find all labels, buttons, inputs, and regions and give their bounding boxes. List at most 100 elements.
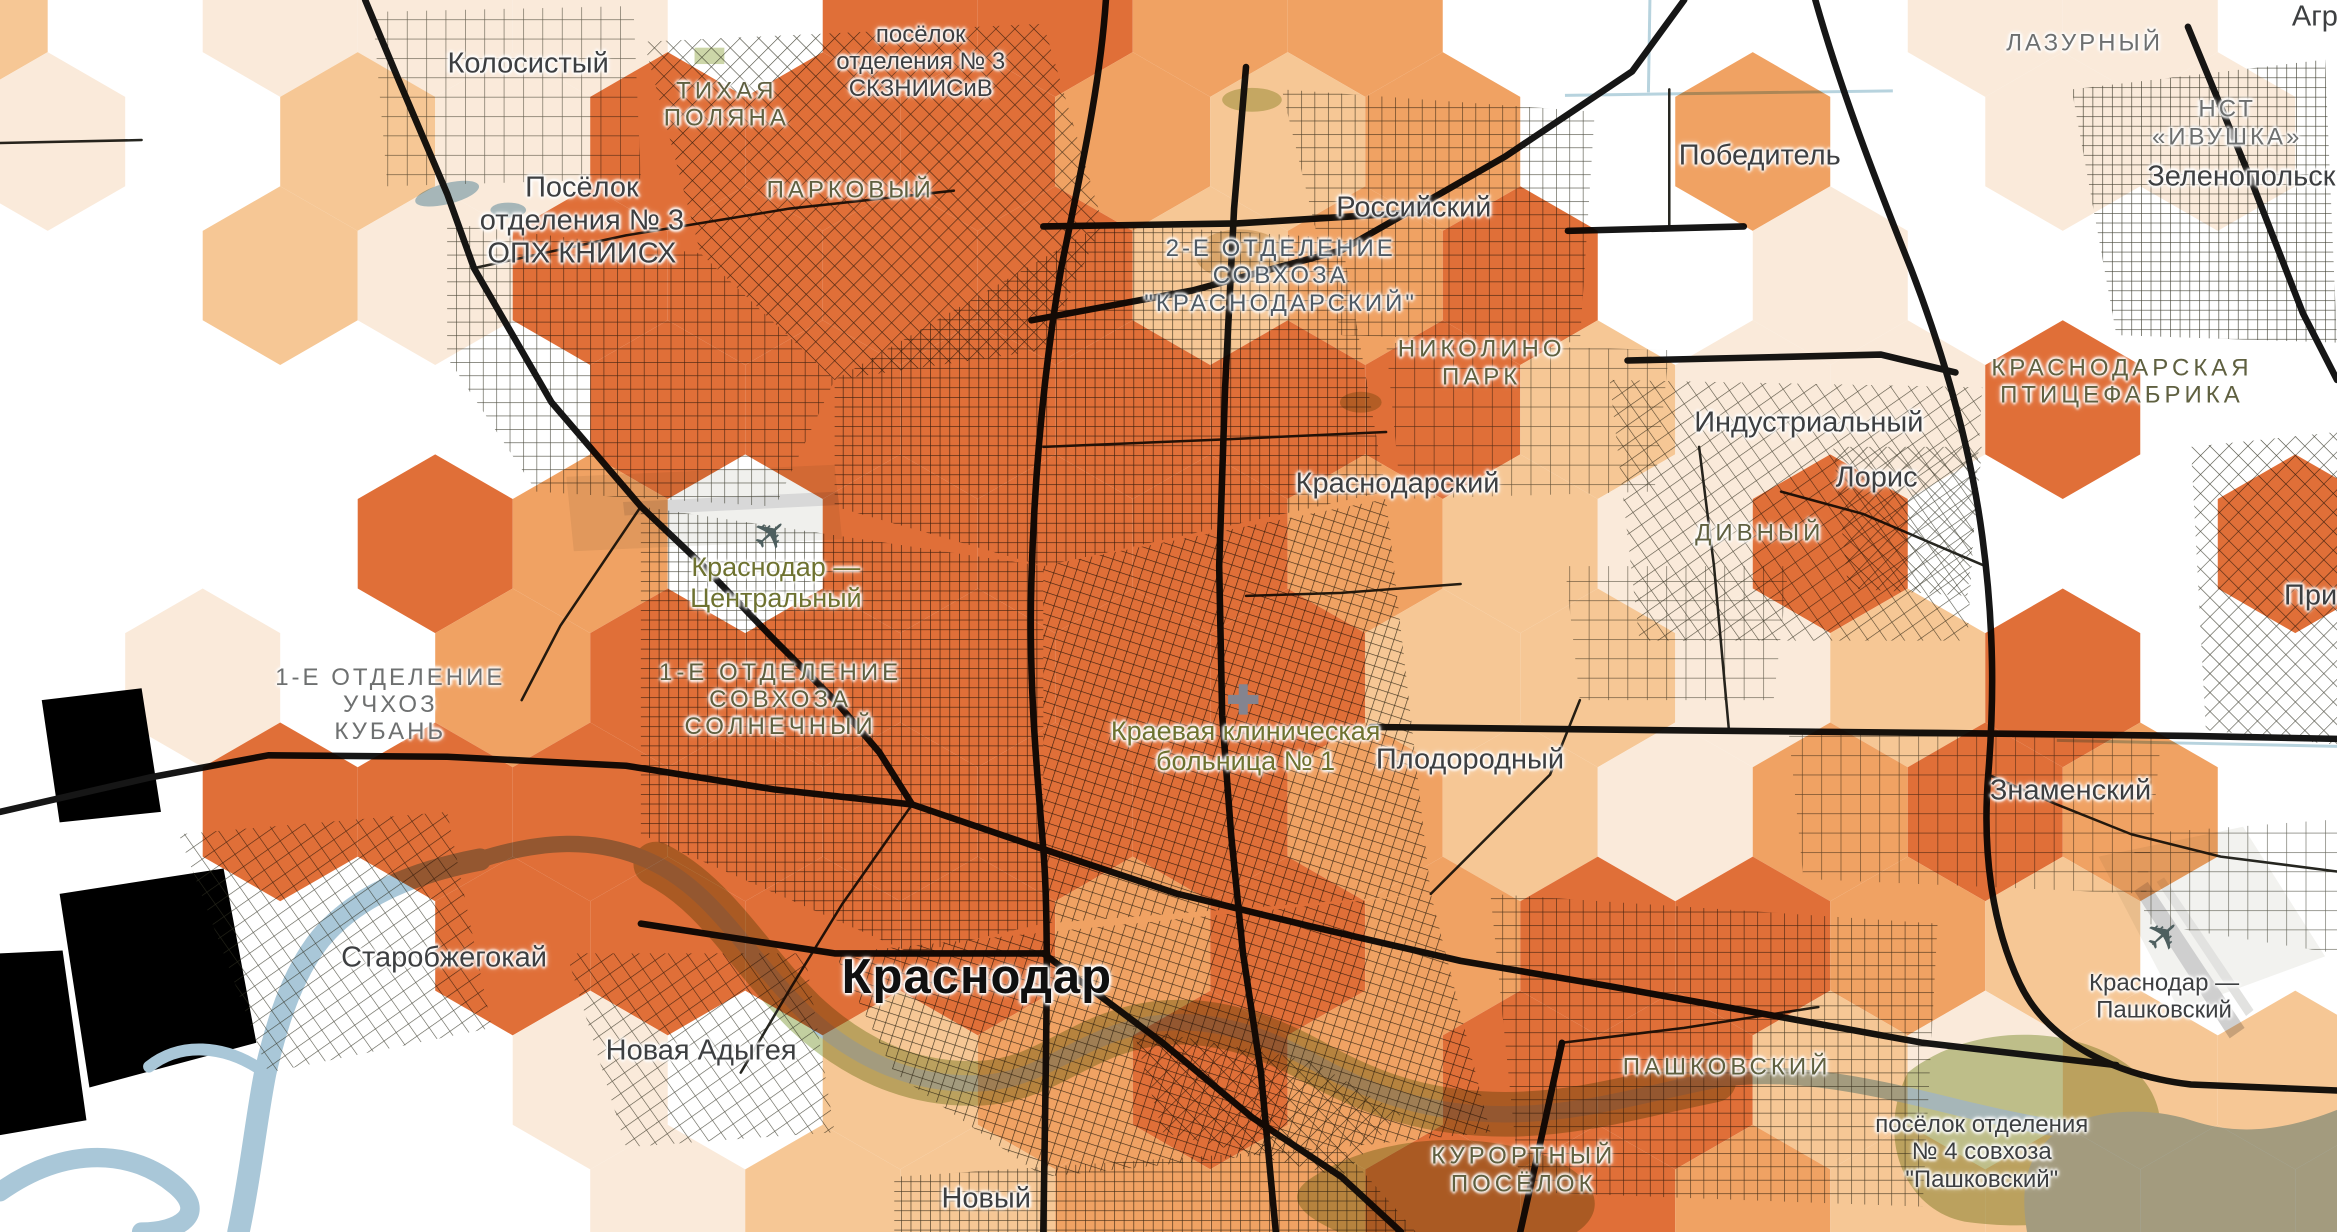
hex-cell: [667, 722, 823, 902]
hex-cell: [590, 856, 746, 1036]
hex-cell: [1287, 454, 1443, 634]
map-label: посёлок отделения № 3 СКЗНИИСиВ: [836, 20, 1006, 103]
hex-cell: [1210, 52, 1366, 231]
hex-cell: [1907, 0, 2063, 97]
map-label: НСТ «ИВУШКА»: [2151, 95, 2303, 151]
hex-cell: [1675, 320, 1831, 500]
map-label: ЛАЗУРНЫЙ: [2006, 29, 2163, 57]
hex-cell: [745, 320, 901, 500]
map-label: ПАШКОВСКИЙ: [1622, 1053, 1832, 1081]
hex-cell: [900, 320, 1056, 500]
hex-cell: [590, 52, 746, 231]
hex-cell: [1520, 1124, 1676, 1232]
hex-cell: [822, 454, 978, 634]
map-label: КРАСНОДАРСКАЯ ПТИЦЕФАБРИКА: [1991, 354, 2253, 409]
hex-cell: [1055, 588, 1211, 768]
hex-cell: [1287, 722, 1443, 902]
map-label: Старобжегокай: [341, 941, 547, 974]
hex-cell: [1442, 454, 1598, 634]
hex-cell: [1365, 320, 1521, 500]
map-label: Краевая клиническая больница № 1: [1110, 715, 1381, 777]
hex-cell: [280, 52, 436, 231]
hex-cell: [977, 0, 1133, 97]
hex-cell: [1287, 186, 1443, 365]
hex-cell: [1520, 588, 1676, 768]
hex-cell: [1365, 856, 1521, 1036]
hex-cell: [1132, 186, 1288, 365]
hex-cell: [1985, 1124, 2141, 1232]
hex-cell: [977, 990, 1133, 1170]
hex-cell: [1365, 588, 1521, 768]
map-label: Новая Адыгея: [605, 1034, 797, 1067]
map-label: НИКОЛИНО ПАРК: [1397, 336, 1566, 391]
hex-cell: [745, 856, 901, 1036]
hex-cell: [512, 722, 668, 902]
map-label: Краснодарский: [1295, 467, 1500, 500]
hex-cell: [1132, 0, 1288, 97]
hex-cell: [745, 52, 901, 231]
hex-cell: [1210, 1124, 1366, 1232]
hex-cell: [1752, 722, 1908, 902]
hex-cell: [1287, 0, 1443, 97]
hex-cell: [900, 52, 1056, 231]
map-label: Краснодар — Пашковский: [2088, 969, 2240, 1024]
hex-cell: [745, 1124, 901, 1232]
hex-cell: [977, 454, 1133, 634]
hex-cell: [667, 186, 823, 365]
map-label: Краснодар — Центральный: [690, 551, 862, 613]
hex-cell: [1597, 722, 1753, 902]
hex-cell: [1985, 320, 2141, 500]
map-label: Лорис: [1835, 461, 1918, 494]
hex-cell: [1752, 990, 1908, 1170]
hex-cell: [512, 186, 668, 365]
hex-cell: [1675, 1124, 1831, 1232]
hex-cell: [0, 52, 126, 231]
hex-cell: [357, 186, 513, 365]
map-label: Победитель: [1678, 139, 1841, 172]
hex-cell: [2062, 722, 2218, 902]
hex-cell: [2140, 1124, 2296, 1232]
hex-cell: [1675, 856, 1831, 1036]
hex-cell: [1055, 320, 1211, 500]
hex-cell: [1210, 856, 1366, 1036]
hex-cell: [1055, 1124, 1211, 1232]
hex-cell: [1830, 1124, 1986, 1232]
hex-cell: [1132, 990, 1288, 1170]
map-label: Плодородный: [1375, 743, 1565, 776]
map-label: Посёлок отделения № 3 ОПХ КНИИСХ: [479, 170, 685, 270]
map-label: Пригородный: [2283, 579, 2337, 612]
hex-cell: [512, 990, 668, 1170]
hex-cell: [2217, 454, 2337, 634]
hex-cell: [900, 856, 1056, 1036]
hex-cell: [1597, 990, 1753, 1170]
hex-cell: [202, 0, 358, 97]
hex-cell: [1752, 186, 1908, 365]
map-label: посёлок отделения № 4 совхоза "Пашковски…: [1875, 1110, 2089, 1193]
map-label: Российский: [1336, 191, 1492, 224]
map-label: Колосистый: [447, 47, 609, 80]
hex-cell: [202, 186, 358, 365]
map-label: ТИХАЯ ПОЛЯНА: [663, 77, 790, 132]
hex-cell: [1210, 320, 1366, 500]
hex-cell: [435, 588, 591, 768]
hex-cell: [590, 320, 746, 500]
hex-cell: [435, 52, 591, 231]
hex-cell: [357, 722, 513, 902]
hex-cell: [822, 990, 978, 1170]
hex-cell: [1830, 856, 1986, 1036]
map-label: Индустриальный: [1694, 406, 1924, 439]
hex-cell: [900, 1124, 1056, 1232]
hex-cell: [2295, 1145, 2337, 1232]
hex-cell: [1830, 320, 1986, 500]
hex-cell: [1520, 856, 1676, 1036]
hex-cell: [1675, 52, 1831, 231]
hex-cell: [822, 0, 978, 97]
hex-cell: [1675, 588, 1831, 768]
hex-cell: [1520, 320, 1676, 500]
hex-cell: [1055, 856, 1211, 1036]
map-label: ДИВНЫЙ: [1695, 519, 1825, 547]
map-label: Агро: [2291, 0, 2337, 33]
hex-cell: [1985, 856, 2141, 1036]
